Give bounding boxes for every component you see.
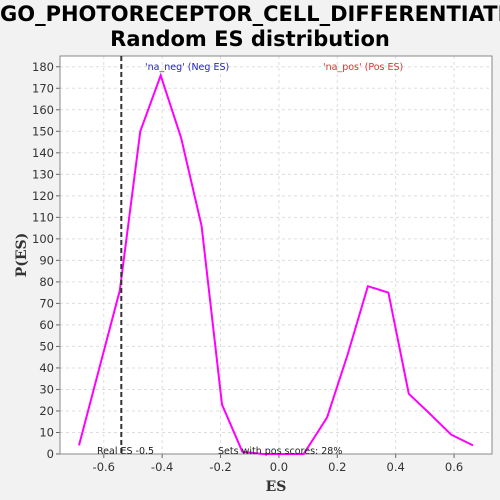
y-tick-label: 180 <box>32 60 54 74</box>
pos-es-label: 'na_pos' (Pos ES) <box>323 62 403 73</box>
grid <box>60 56 492 455</box>
y-tick-label: 150 <box>32 124 54 138</box>
x-tick-label: -0.6 <box>93 460 115 474</box>
y-tick-label: 50 <box>39 339 54 353</box>
y-tick-label: 90 <box>39 253 54 267</box>
y-tick-label: 0 <box>47 447 54 461</box>
x-tick-label: -0.4 <box>151 460 173 474</box>
y-tick-label: 60 <box>39 318 54 332</box>
y-tick-label: 30 <box>39 382 54 396</box>
y-tick-label: 10 <box>39 425 54 439</box>
axes: 0 10 20 30 40 50 60 70 80 90 100 110 120 130 140 150 160… <box>32 55 493 474</box>
y-tick-label: 20 <box>39 404 54 418</box>
y-tick-label: 130 <box>32 167 54 181</box>
y-tick-label: 170 <box>32 81 54 95</box>
y-tick-label: 110 <box>32 210 54 224</box>
x-tick-label: 0.2 <box>328 460 346 474</box>
distribution-line <box>78 72 474 455</box>
x-tick-label: -0.2 <box>209 460 231 474</box>
y-tick-label: 70 <box>39 296 54 310</box>
neg-es-label: 'na_neg' (Neg ES) <box>145 62 229 73</box>
y-tick-label: 80 <box>39 275 54 289</box>
chart-title-line-1: GO_PHOTORECEPTOR_CELL_DIFFERENTIATION: <box>0 2 500 26</box>
y-tick-label: 120 <box>32 189 54 203</box>
real-es-label: Real ES -0.5 <box>97 446 154 457</box>
x-tick-label: 0.6 <box>445 460 463 474</box>
chart-title-line-2: Random ES distribution <box>110 27 390 51</box>
x-axis-label: ES <box>266 479 287 495</box>
y-axis-label: P(ES) <box>14 233 30 278</box>
y-tick-label: 40 <box>39 361 54 375</box>
y-tick-label: 160 <box>32 103 54 117</box>
y-tick-label: 140 <box>32 146 54 160</box>
series-layer <box>78 72 474 455</box>
y-tick-label: 100 <box>32 232 54 246</box>
x-tick-label: 0.0 <box>270 460 288 474</box>
x-tick-label: 0.4 <box>387 460 405 474</box>
plot-area <box>60 56 492 454</box>
pos-scores-label: Sets with pos scores: 28% <box>218 446 342 457</box>
